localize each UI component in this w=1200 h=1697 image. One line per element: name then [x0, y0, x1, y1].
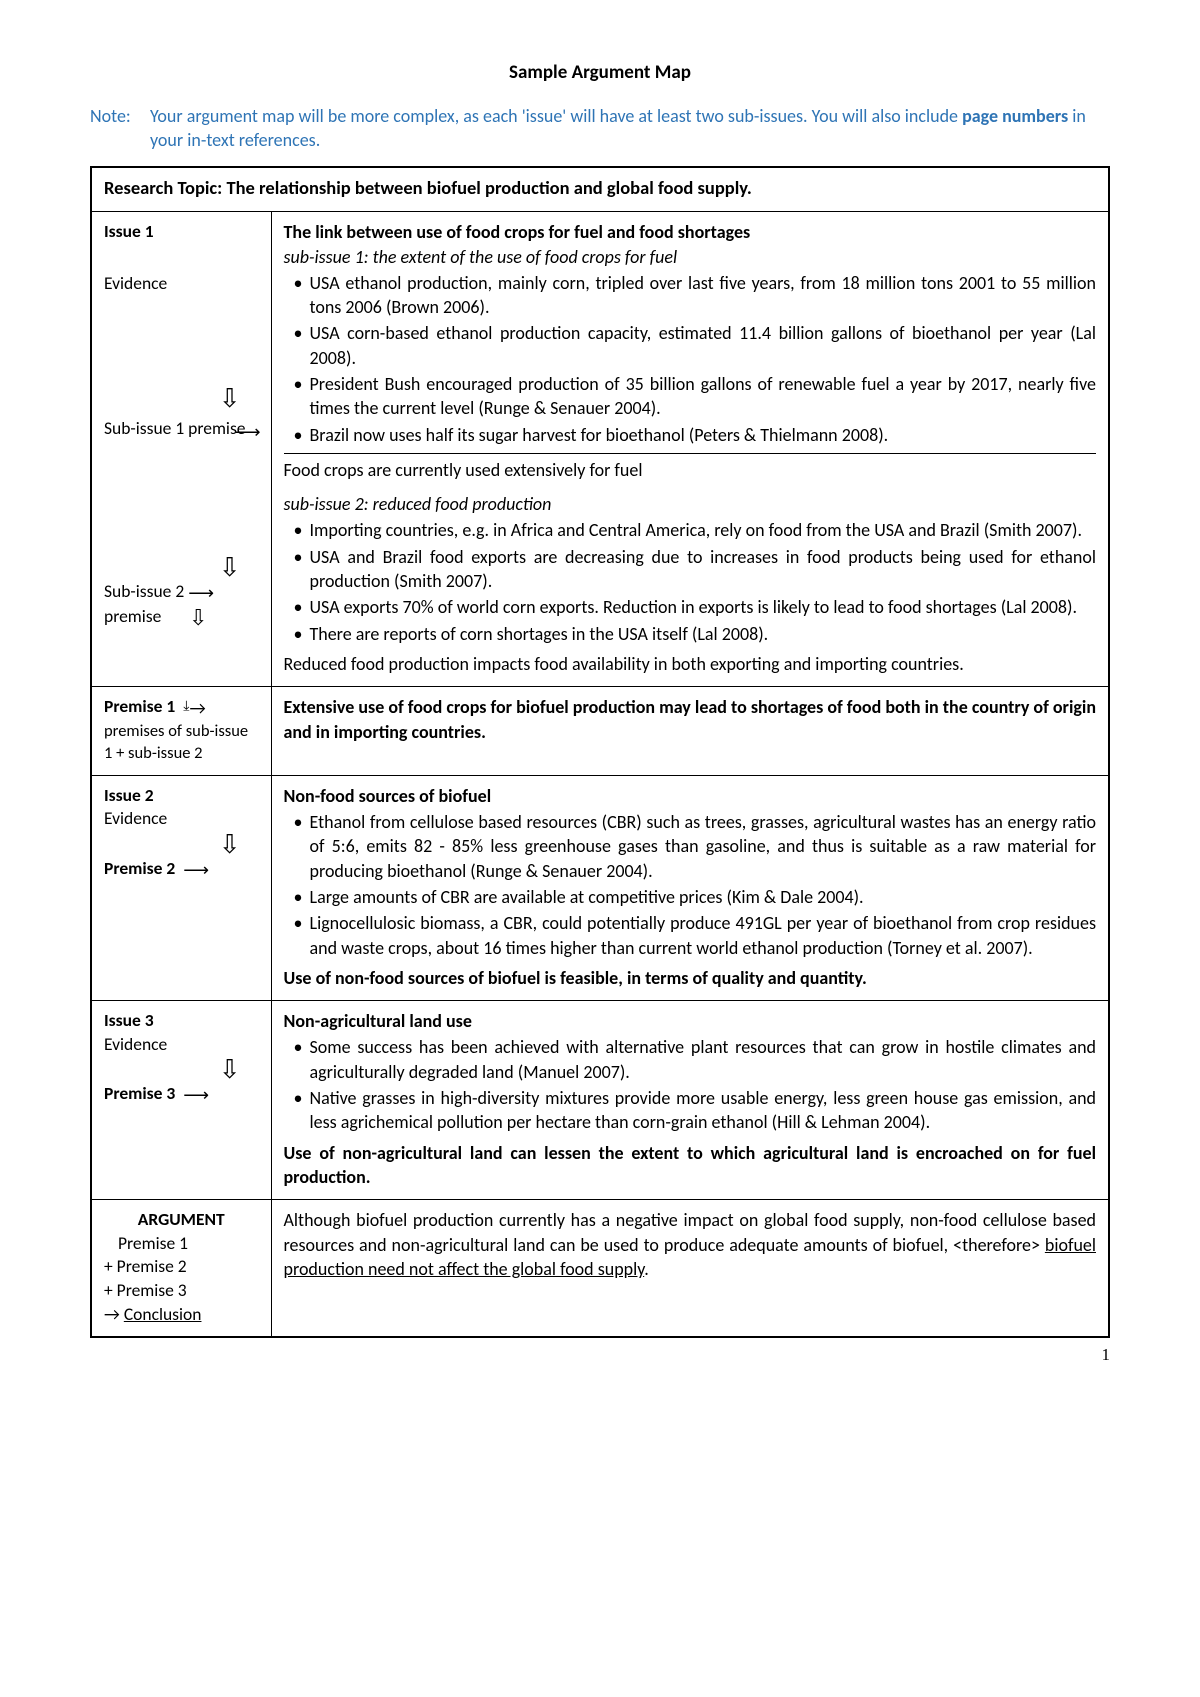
note-block: Note: Your argument map will be more com… [90, 104, 1110, 153]
premise2-text: Use of non-food sources of biofuel is fe… [284, 966, 1097, 990]
note-body: Your argument map will be more complex, … [150, 104, 1110, 153]
issue2-right: Non-food sources of biofuel Ethanol from… [271, 775, 1109, 1000]
research-topic: Research Topic: The relationship between… [91, 167, 1109, 211]
issue2-label: Issue 2 [104, 784, 259, 808]
premise1-sublabel: premises of sub-issue 1 + sub-issue 2 [104, 720, 259, 765]
arg-conclusion-line: → Conclusion [104, 1303, 259, 1327]
issue2-left: Issue 2 Evidence ⇩ Premise 2 ⟶ [91, 775, 271, 1000]
issue1-right: The link between use of food crops for f… [271, 212, 1109, 687]
page-number: 1 [90, 1344, 1110, 1367]
sub-issue1-title: sub-issue 1: the extent of the use of fo… [284, 245, 1097, 269]
arg-conclusion-label: Conclusion [124, 1303, 202, 1325]
arg-premise3: + Premise 3 [104, 1279, 259, 1303]
premise3-text: Use of non-agricultural land can lessen … [284, 1141, 1097, 1190]
list-item: Some success has been achieved with alte… [284, 1035, 1097, 1084]
sub-issue2-premise: Reduced food production impacts food ava… [284, 652, 1097, 676]
sub-issue2-title: sub-issue 2: reduced food production [284, 492, 1097, 516]
list-item: President Bush encouraged production of … [284, 372, 1097, 421]
list-item: There are reports of corn shortages in t… [284, 622, 1097, 646]
issue2-row: Issue 2 Evidence ⇩ Premise 2 ⟶ Non-food … [91, 775, 1109, 1000]
down-arrow-icon: ⇩ [219, 1056, 241, 1082]
issue1-heading: The link between use of food crops for f… [284, 220, 1097, 244]
argument-text: Although biofuel production currently ha… [284, 1208, 1097, 1281]
down-arrow-icon: ⇩ [189, 607, 207, 629]
arg-premise1: Premise 1 [104, 1232, 259, 1256]
down-arrow-icon: ⇩ [219, 831, 241, 857]
list-item: USA exports 70% of world corn exports. R… [284, 595, 1097, 619]
list-item: Ethanol from cellulose based resources (… [284, 810, 1097, 883]
argument-text-before: Although biofuel production currently ha… [284, 1209, 1097, 1255]
premise1-row: Premise 1 ⤓→ premises of sub-issue 1 + s… [91, 687, 1109, 776]
note-bold: page numbers [962, 105, 1068, 127]
right-arrow-icon: ⟶ [183, 1083, 207, 1107]
right-arrow-icon: ⟶ [235, 420, 259, 444]
right-arrow-icon: ⟶ [183, 858, 207, 882]
sub-issue1-premise: Food crops are currently used extensivel… [284, 453, 1097, 482]
note-text-before: Your argument map will be more complex, … [150, 105, 962, 127]
premise1-text: Extensive use of food crops for biofuel … [284, 695, 1097, 744]
right-arrow-icon: ⟶ [188, 581, 212, 605]
argument-right: Although biofuel production currently ha… [271, 1200, 1109, 1338]
list-item: Brazil now uses half its sugar harvest f… [284, 423, 1097, 447]
arg-premise2: + Premise 2 [104, 1255, 259, 1279]
down-arrow-icon: ⇩ [219, 554, 241, 580]
issue2-heading: Non-food sources of biofuel [284, 784, 1097, 808]
issue1-row: Issue 1 Evidence ⇩ Sub-issue 1 premise ⟶… [91, 212, 1109, 687]
topic-row: Research Topic: The relationship between… [91, 167, 1109, 211]
right-arrowhead-icon: → [104, 1303, 120, 1325]
premise1-label: Premise 1 [104, 695, 175, 717]
sub-issue1-bullets: USA ethanol production, mainly corn, tri… [284, 271, 1097, 447]
argument-left: ARGUMENT Premise 1 + Premise 2 + Premise… [91, 1200, 271, 1338]
note-label: Note: [90, 104, 150, 153]
issue1-evidence-label: Evidence [104, 272, 259, 296]
issue2-bullets: Ethanol from cellulose based resources (… [284, 810, 1097, 960]
issue3-bullets: Some success has been achieved with alte… [284, 1035, 1097, 1134]
argument-row: ARGUMENT Premise 1 + Premise 2 + Premise… [91, 1200, 1109, 1338]
page-title: Sample Argument Map [90, 60, 1110, 86]
premise1-right: Extensive use of food crops for biofuel … [271, 687, 1109, 776]
list-item: Importing countries, e.g. in Africa and … [284, 518, 1097, 542]
down-arrow-icon: ⇩ [219, 385, 241, 411]
list-item: Lignocellulosic biomass, a CBR, could po… [284, 911, 1097, 960]
list-item: USA corn-based ethanol production capaci… [284, 321, 1097, 370]
issue3-row: Issue 3 Evidence ⇩ Premise 3 ⟶ Non-agric… [91, 1001, 1109, 1200]
premise2-label: Premise 2 [104, 857, 175, 879]
argument-map-table: Research Topic: The relationship between… [90, 166, 1110, 1338]
list-item: Large amounts of CBR are available at co… [284, 885, 1097, 909]
issue3-right: Non-agricultural land use Some success h… [271, 1001, 1109, 1200]
list-item: USA and Brazil food exports are decreasi… [284, 545, 1097, 594]
premise3-label: Premise 3 [104, 1082, 175, 1104]
sub-issue2-premise-label: Sub-issue 2 ⟶ [104, 580, 259, 605]
issue1-left: Issue 1 Evidence ⇩ Sub-issue 1 premise ⟶… [91, 212, 271, 687]
issue3-label: Issue 3 [104, 1009, 259, 1033]
right-arrow-icon: → [189, 696, 203, 720]
issue3-heading: Non-agricultural land use [284, 1009, 1097, 1033]
list-item: USA ethanol production, mainly corn, tri… [284, 271, 1097, 320]
argument-heading: ARGUMENT [104, 1208, 259, 1232]
list-item: Native grasses in high-diversity mixture… [284, 1086, 1097, 1135]
issue1-label: Issue 1 [104, 220, 259, 244]
argument-text-after: . [644, 1258, 649, 1280]
premise1-left: Premise 1 ⤓→ premises of sub-issue 1 + s… [91, 687, 271, 776]
issue3-left: Issue 3 Evidence ⇩ Premise 3 ⟶ [91, 1001, 271, 1200]
sub-issue2-bullets: Importing countries, e.g. in Africa and … [284, 518, 1097, 645]
